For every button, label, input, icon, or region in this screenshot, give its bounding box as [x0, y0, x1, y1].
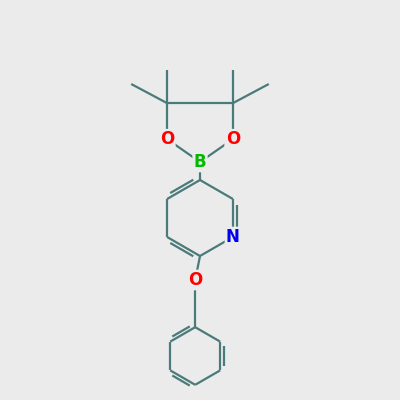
- Text: O: O: [188, 271, 202, 289]
- Text: N: N: [226, 228, 240, 246]
- Text: B: B: [194, 153, 206, 171]
- Text: O: O: [160, 130, 174, 148]
- Text: O: O: [226, 130, 240, 148]
